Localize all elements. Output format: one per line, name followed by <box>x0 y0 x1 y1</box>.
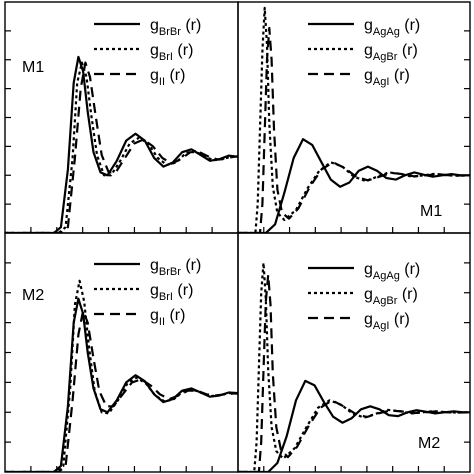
series-line-agag <box>238 379 470 472</box>
series-line-agbr <box>238 6 470 233</box>
series-line-ii <box>5 309 238 472</box>
axis-ticks <box>5 30 213 233</box>
plot-frame <box>4 232 239 473</box>
legend-label-bri: gBrI (r) <box>150 42 193 63</box>
legend-label-ii: gII (r) <box>150 67 185 88</box>
legend-label-brbr: gBrBr (r) <box>150 17 201 38</box>
panel-2: gAgAg (r) gAgBr (r) gAgI (r) M1 <box>237 1 471 234</box>
series-line-agi <box>238 273 470 472</box>
panel-label: M1 <box>420 203 442 220</box>
legend-label-ii: gII (r) <box>150 307 185 328</box>
panel-1: gBrBr (r) gBrI (r) gII (r) M1 <box>4 1 239 234</box>
legend-label-agbr: gAgBr (r) <box>364 42 418 63</box>
series-line-bri <box>5 279 238 472</box>
plot-frame <box>237 1 471 234</box>
series-line-ii <box>5 61 238 233</box>
legend-label-brbr: gBrBr (r) <box>150 257 201 278</box>
panel-3: gBrBr (r) gBrI (r) gII (r) M2 <box>4 232 239 473</box>
plot-frame <box>4 1 239 234</box>
legend: gBrBr (r) gBrI (r) gII (r) <box>94 17 201 88</box>
legend-label-agbr: gAgBr (r) <box>364 286 418 307</box>
legend-label-agi: gAgI (r) <box>364 311 410 332</box>
series-line-brbr <box>5 297 238 472</box>
legend-label-agi: gAgI (r) <box>364 67 410 88</box>
panel-label: M2 <box>418 435 440 452</box>
panel-label: M2 <box>22 287 44 304</box>
series-line-agag <box>238 138 470 233</box>
legend: gAgAg (r) gAgBr (r) gAgI (r) <box>308 261 420 332</box>
series-line-brbr <box>5 55 238 233</box>
series-line-agi <box>238 26 470 233</box>
panel-4: gAgAg (r) gAgBr (r) gAgI (r) M2 <box>237 232 471 473</box>
legend: gBrBr (r) gBrI (r) gII (r) <box>94 257 201 328</box>
legend-label-agag: gAgAg (r) <box>364 17 420 38</box>
panel-label: M1 <box>22 59 44 76</box>
legend: gAgAg (r) gAgBr (r) gAgI (r) <box>308 17 420 88</box>
legend-label-bri: gBrI (r) <box>150 282 193 303</box>
legend-label-agag: gAgAg (r) <box>364 261 420 282</box>
series-line-bri <box>5 61 238 233</box>
